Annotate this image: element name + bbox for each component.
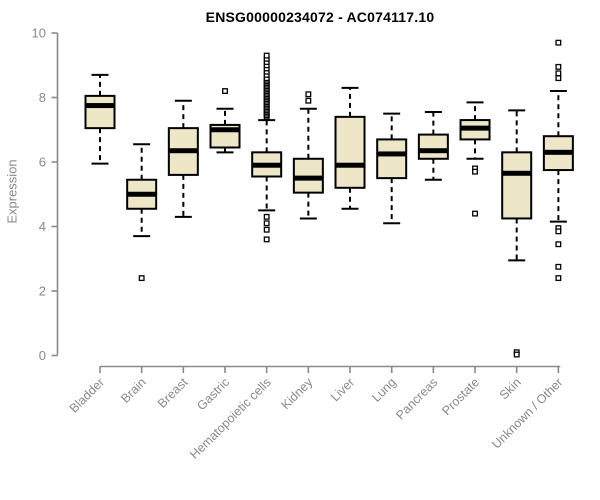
box — [501, 151, 533, 220]
outlier-point — [555, 263, 562, 270]
y-tick-label: 2 — [39, 284, 46, 299]
outlier-point — [555, 228, 562, 235]
boxplot-prostate — [459, 101, 491, 217]
x-tick-label: Pancreas — [393, 375, 440, 422]
boxplot-skin — [501, 109, 533, 358]
median-line — [210, 127, 240, 133]
boxplot-gastric — [209, 88, 241, 154]
outlier-point — [513, 351, 520, 358]
x-tick-label: Prostate — [439, 375, 482, 418]
outlier-point — [305, 97, 312, 104]
y-tick-label: 0 — [39, 348, 46, 363]
outlier-point — [305, 91, 312, 98]
boxplot-hematopoietic-cells — [251, 52, 283, 243]
y-tick-label: 8 — [39, 90, 46, 105]
outlier-point — [222, 88, 228, 94]
median-line — [460, 125, 490, 131]
median-line — [502, 170, 532, 176]
outlier-point — [472, 210, 478, 217]
outlier-point — [555, 39, 562, 46]
boxplot-pancreas — [417, 111, 449, 181]
outlier-point — [472, 168, 478, 175]
box — [84, 94, 116, 130]
chart-title: ENSG00000234072 - AC074117.10 — [205, 9, 435, 25]
boxplot-liver — [334, 86, 366, 210]
boxplot-breast — [167, 99, 199, 218]
x-tick-label: Unknown / Other — [489, 375, 565, 451]
boxplot-unknown-other — [542, 39, 574, 282]
y-tick-label: 4 — [39, 219, 46, 234]
x-tick-label: Lung — [369, 375, 399, 405]
outlier-point — [138, 275, 145, 282]
median-line — [293, 175, 323, 181]
boxplot-kidney — [292, 91, 324, 220]
outlier-point — [263, 52, 270, 59]
boxplot-bladder — [84, 73, 116, 165]
y-tick-label: 10 — [32, 26, 46, 41]
median-line — [127, 191, 157, 197]
outlier-point — [555, 70, 562, 77]
x-tick-label: Liver — [328, 375, 357, 404]
median-line — [168, 148, 198, 154]
outlier-point — [555, 63, 562, 70]
x-tick-label: Bladder — [67, 375, 107, 415]
median-line — [543, 149, 573, 155]
x-tick-label: Brain — [118, 375, 149, 406]
median-line — [418, 148, 448, 154]
x-tick-label: Skin — [497, 375, 524, 402]
x-tick-label: Hematopoietic cells — [187, 375, 274, 462]
outlier-point — [263, 236, 270, 243]
outlier-point — [263, 213, 270, 220]
box — [334, 115, 366, 189]
boxplot-lung — [376, 112, 408, 225]
x-tick-label: Breast — [155, 375, 191, 411]
box — [417, 133, 449, 160]
outlier-point — [263, 226, 270, 233]
box — [376, 138, 408, 180]
median-line — [377, 151, 407, 157]
outlier-point — [555, 275, 562, 282]
median-line — [335, 162, 365, 168]
y-tick-label: 6 — [39, 155, 46, 170]
outlier-point — [555, 241, 562, 248]
outlier-point — [555, 75, 562, 82]
x-tick-label: Gastric — [194, 375, 232, 413]
median-line — [252, 162, 282, 168]
boxplot-brain — [126, 143, 158, 282]
x-tick-label: Kidney — [279, 375, 316, 412]
median-line — [85, 103, 115, 109]
outlier-point — [263, 220, 270, 227]
